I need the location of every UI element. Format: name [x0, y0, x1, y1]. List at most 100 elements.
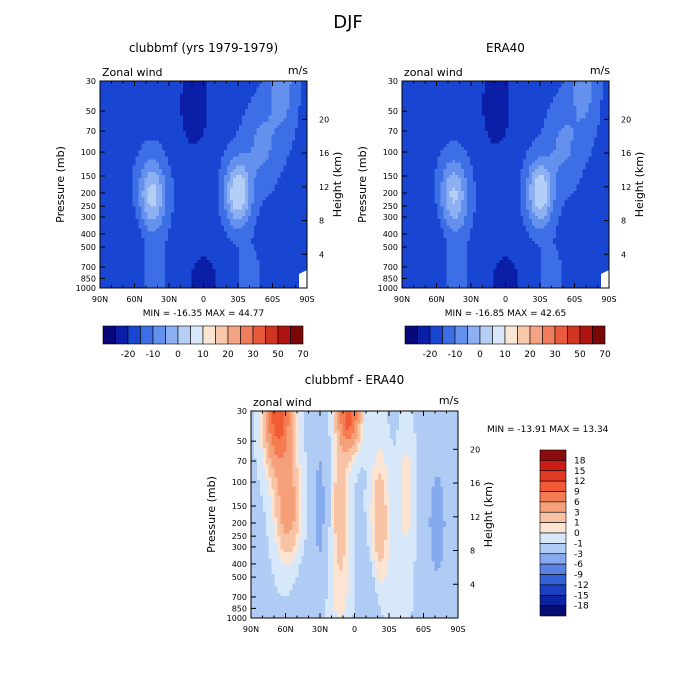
heatmap-cell [135, 228, 140, 233]
heatmap-cell [156, 143, 160, 148]
heatmap-cell [123, 143, 128, 148]
heatmap-cell [165, 102, 169, 107]
heatmap-cell [159, 137, 163, 142]
heatmap-cell [120, 247, 125, 251]
y-tick-label: 70 [86, 127, 96, 136]
heatmap-cell [147, 143, 151, 148]
heatmap-cell [200, 131, 205, 135]
heatmap-cell [156, 234, 160, 239]
heatmap-cell [165, 93, 169, 98]
heatmap-cell [129, 212, 134, 217]
heatmap-cell [182, 250, 187, 255]
heatmap-cell [170, 134, 175, 139]
heatmap-cell [182, 193, 187, 198]
heatmap-cell [126, 250, 131, 255]
heatmap-cell [182, 84, 187, 88]
heatmap-cell [176, 102, 181, 107]
heatmap-cell [111, 197, 116, 201]
heatmap-cell [168, 266, 172, 270]
heatmap-cell [100, 128, 104, 132]
heatmap-cell [182, 219, 187, 223]
heatmap-cell [114, 106, 119, 110]
heatmap-cell [179, 212, 184, 217]
heatmap-cell [159, 96, 163, 101]
heatmap-cell [159, 262, 163, 267]
heatmap-cell [206, 102, 211, 107]
heatmap-cell [132, 109, 137, 113]
heatmap-cell [100, 102, 104, 107]
heatmap-cell [165, 106, 169, 110]
heatmap-cell [200, 200, 205, 204]
y-tick-label: 1000 [76, 284, 96, 293]
heatmap-cell [147, 178, 151, 182]
heatmap-cell [206, 184, 211, 189]
heatmap-cell [159, 200, 163, 204]
heatmap-cell [144, 99, 148, 104]
heatmap-cell [176, 187, 181, 192]
heatmap-cell [176, 99, 181, 104]
heatmap-cell [153, 237, 157, 242]
heatmap-cell [102, 222, 107, 226]
heatmap-cell [165, 159, 169, 164]
heatmap-cell [126, 237, 131, 242]
heatmap-cell [185, 146, 190, 151]
heatmap-cell [126, 262, 131, 267]
heatmap-cell [182, 121, 187, 126]
heatmap-cell [170, 206, 175, 211]
heatmap-cell [153, 225, 157, 230]
heatmap-cell [144, 281, 148, 286]
heatmap-cell [147, 234, 151, 239]
heatmap-cell [129, 168, 134, 173]
heatmap-cell [206, 256, 211, 261]
heatmap-cell [182, 162, 187, 167]
heatmap-cell [165, 90, 169, 95]
heatmap-cell [191, 81, 196, 85]
heatmap-cell [194, 153, 199, 157]
heatmap-cell [102, 212, 107, 217]
heatmap-cell [144, 178, 148, 182]
heatmap-cell [206, 212, 211, 217]
heatmap-cell [173, 228, 178, 233]
heatmap-cell [194, 93, 199, 98]
heatmap-cell [197, 115, 202, 120]
heatmap-cell [105, 219, 110, 223]
heatmap-cell [191, 140, 196, 145]
heatmap-cell [132, 181, 137, 186]
heatmap-cell [191, 209, 196, 214]
heatmap-cell [165, 187, 169, 192]
heatmap-cell [156, 181, 160, 186]
heatmap-cell [129, 247, 134, 251]
heatmap-cell [159, 171, 163, 176]
heatmap-cell [147, 193, 151, 198]
heatmap-cell [120, 278, 125, 283]
heatmap-cell [156, 124, 160, 129]
heatmap-cell [132, 228, 137, 233]
heatmap-cell [120, 162, 125, 167]
heatmap-cell [117, 256, 122, 261]
heatmap-cell [159, 115, 163, 120]
heatmap-cell [168, 197, 172, 201]
heatmap-cell [194, 272, 199, 277]
heatmap-cell [185, 150, 190, 154]
heatmap-cell [132, 171, 137, 176]
heatmap-cell [168, 137, 172, 142]
heatmap-cell [141, 106, 145, 110]
heatmap-cell [168, 109, 172, 113]
heatmap-cell [156, 140, 160, 145]
heatmap-cell [176, 168, 181, 173]
heatmap-cell [100, 262, 104, 267]
heatmap-cell [176, 244, 181, 248]
heatmap-cell [168, 181, 172, 186]
heatmap-cell [111, 250, 116, 255]
heatmap-cell [132, 124, 137, 129]
heatmap-cell [141, 175, 145, 179]
heatmap-cell [138, 112, 142, 117]
heatmap-cell [120, 219, 125, 223]
heatmap-cell [170, 84, 175, 88]
heatmap-cell [105, 187, 110, 192]
heatmap-cell [206, 266, 211, 270]
heatmap-cell [203, 178, 208, 182]
heatmap-cell [105, 118, 110, 123]
heatmap-cell [147, 209, 151, 214]
